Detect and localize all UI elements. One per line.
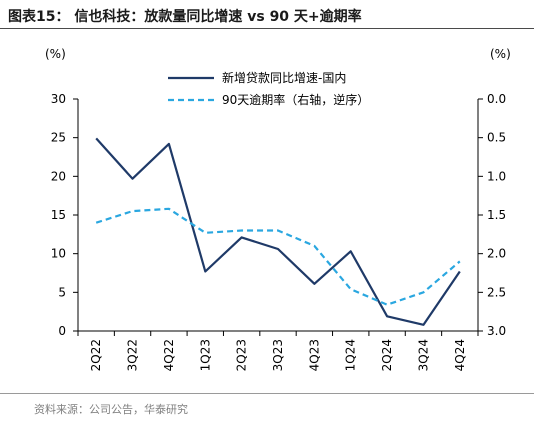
right-tick-label: 3.0 [487, 324, 506, 338]
title-divider [0, 28, 534, 29]
x-tick-label: 1Q23 [198, 339, 212, 371]
right-tick-label: 2.5 [487, 285, 506, 299]
left-tick-label: 5 [58, 285, 66, 299]
x-tick-label: 3Q23 [271, 339, 285, 371]
source-note: 资料来源：公司公告，华泰研究 [34, 403, 188, 416]
x-tick-label: 2Q23 [235, 339, 249, 371]
x-tick-label: 3Q22 [126, 339, 140, 371]
right-tick-label: 0.0 [487, 92, 506, 106]
right-tick-label: 2.0 [487, 247, 506, 261]
left-tick-label: 0 [58, 324, 66, 338]
x-tick-label: 3Q24 [416, 339, 430, 371]
right-tick-label: 0.5 [487, 131, 506, 145]
left-tick-label: 25 [51, 131, 66, 145]
left-tick-label: 15 [51, 208, 66, 222]
right-tick-label: 1.5 [487, 208, 506, 222]
figure-title: 图表15： 信也科技：放款量同比增速 vs 90 天+逾期率 [8, 9, 362, 25]
left-tick-label: 20 [51, 169, 66, 183]
x-tick-label: 4Q22 [162, 339, 176, 371]
x-tick-label: 2Q24 [380, 339, 394, 371]
x-tick-label: 4Q23 [307, 339, 321, 371]
x-tick-label: 4Q24 [453, 339, 467, 371]
series-line-loan-growth [95, 137, 461, 326]
left-tick-label: 30 [51, 92, 66, 106]
left-tick-label: 10 [51, 247, 66, 261]
left-axis-unit: (%) [45, 47, 66, 61]
source-divider [0, 393, 534, 394]
legend-label: 90天逾期率（右轴，逆序） [222, 92, 369, 107]
right-axis-unit: (%) [490, 47, 511, 61]
legend-label: 新增贷款同比增速-国内 [222, 70, 346, 85]
x-tick-label: 2Q22 [89, 339, 103, 371]
series-line-overdue-rate [95, 207, 461, 306]
right-tick-label: 1.0 [487, 169, 506, 183]
x-tick-label: 1Q24 [344, 339, 358, 371]
